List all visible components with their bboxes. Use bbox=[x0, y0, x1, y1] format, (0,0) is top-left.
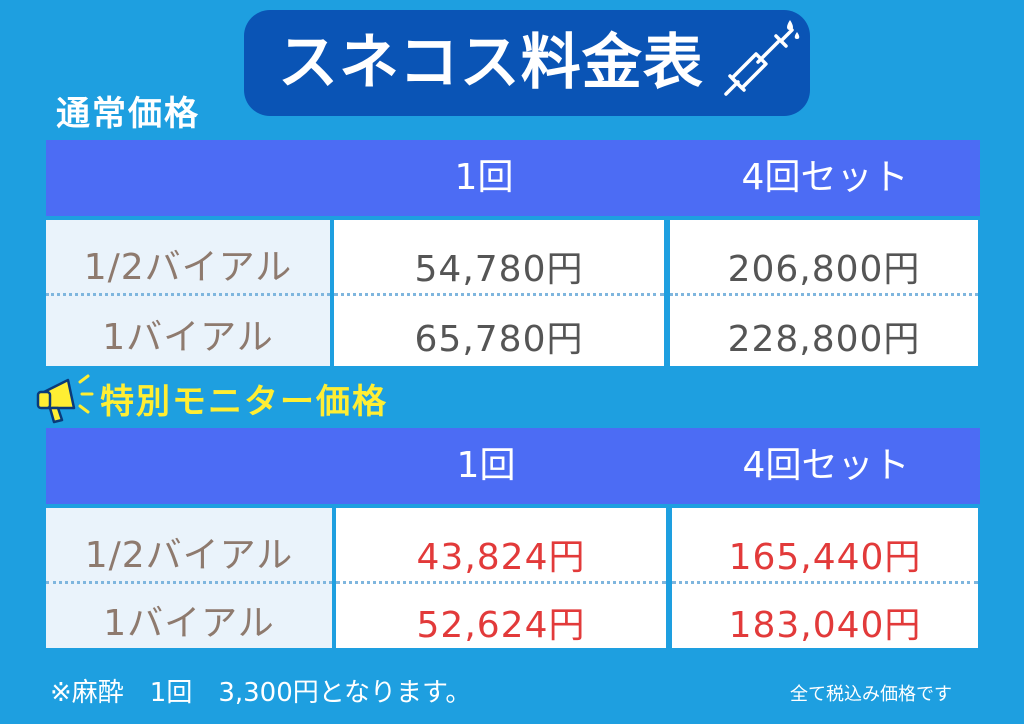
price-one-vial-set4: 228,800円 bbox=[727, 319, 921, 360]
table-body: 1/2バイアル 1バイアル 54,780円 65,780円 206,800円 2… bbox=[46, 220, 980, 366]
row-divider bbox=[672, 581, 978, 584]
regular-price-label: 通常価格 bbox=[56, 94, 200, 134]
row-divider bbox=[334, 293, 664, 296]
anesthesia-note: ※麻酔 1回 3,300円となります。 bbox=[50, 678, 472, 708]
price-half-vial-once: 54,780円 bbox=[414, 249, 584, 290]
tax-note: 全て税込み価格です bbox=[790, 684, 952, 705]
price-half-vial-set4: 206,800円 bbox=[727, 249, 921, 290]
monitor-price-label: 特別モニター価格 bbox=[100, 382, 388, 422]
price-half-vial-set4: 165,440円 bbox=[728, 537, 922, 578]
header-once: 1回 bbox=[454, 157, 514, 198]
title-banner bbox=[244, 10, 810, 116]
row-labels: 1/2バイアル 1バイアル bbox=[46, 220, 330, 366]
table-body: 1/2バイアル 1バイアル 43,824円 52,624円 165,440円 1… bbox=[46, 508, 980, 654]
row-label-one-vial: 1バイアル bbox=[103, 603, 275, 644]
price-half-vial-once: 43,824円 bbox=[416, 537, 586, 578]
syringe-icon bbox=[724, 20, 800, 96]
table-header: 1回 4回セット bbox=[46, 428, 980, 504]
price-one-vial-once: 65,780円 bbox=[414, 319, 584, 360]
price-one-vial-once: 52,624円 bbox=[416, 605, 586, 646]
megaphone-icon bbox=[36, 374, 94, 424]
row-divider bbox=[670, 293, 978, 296]
set4-prices: 165,440円 183,040円 bbox=[672, 508, 978, 648]
row-divider bbox=[46, 581, 332, 584]
header-once: 1回 bbox=[456, 445, 516, 486]
row-label-one-vial: 1バイアル bbox=[102, 317, 274, 358]
price-one-vial-set4: 183,040円 bbox=[728, 605, 922, 646]
table-header: 1回 4回セット bbox=[46, 140, 980, 216]
once-prices: 43,824円 52,624円 bbox=[336, 508, 666, 648]
header-set4: 4回セット bbox=[742, 445, 910, 486]
row-labels: 1/2バイアル 1バイアル bbox=[46, 508, 332, 648]
once-prices: 54,780円 65,780円 bbox=[334, 220, 664, 366]
set4-prices: 206,800円 228,800円 bbox=[670, 220, 978, 366]
row-label-half-vial: 1/2バイアル bbox=[84, 535, 294, 576]
page-title: スネコス料金表 bbox=[278, 28, 704, 98]
row-label-half-vial: 1/2バイアル bbox=[83, 247, 293, 288]
row-divider bbox=[46, 293, 330, 296]
row-divider bbox=[336, 581, 666, 584]
header-set4: 4回セット bbox=[741, 157, 909, 198]
